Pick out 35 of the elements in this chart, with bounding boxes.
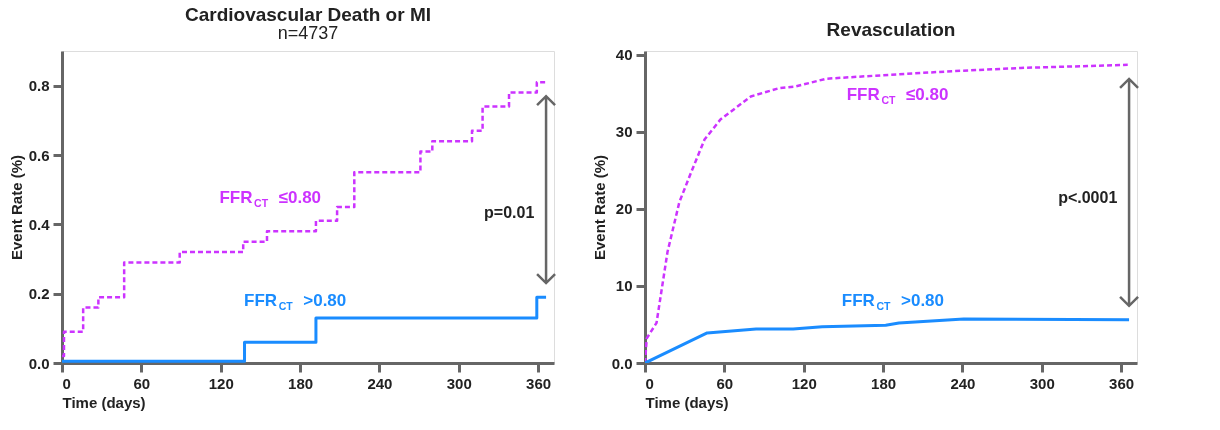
x-tick-label: 300 [1029,374,1055,392]
y-tick-label: 0.2 [28,285,50,303]
annotation: p=0.01 [484,204,535,222]
x-tick-label: 0 [645,374,654,392]
x-axis-title: Time (days) [645,393,729,411]
x-tick-label: 300 [446,374,472,392]
x-tick-label: 0 [62,374,71,392]
y-tick-label: 30 [615,123,633,141]
y-tick-label: 10 [615,277,633,295]
line-series [645,317,1131,363]
x-axis-title: Time (days) [62,393,146,411]
x-tick-label: 180 [288,374,314,392]
x-tick-label: 360 [526,374,552,392]
y-tick-label: 0.4 [28,215,51,233]
y-tick-label: 40 [615,46,633,64]
x-tick-label: 60 [716,374,734,392]
x-tick-label: 240 [367,374,393,392]
y-tick-label: 0.6 [28,146,50,164]
y-tick-label: 0.8 [28,77,50,95]
x-tick-label: 60 [133,374,151,392]
x-tick-label: 120 [208,374,234,392]
x-tick-label: 120 [791,374,817,392]
chart-title: Cardiovascular Death or MI [184,4,432,25]
x-tick-label: 180 [871,374,897,392]
chart-subtitle: n=4737 [277,23,339,43]
chart-title: Revasculation [826,18,956,40]
y-axis-title: Event Rate (%) [7,154,25,261]
x-tick-label: 360 [1109,374,1135,392]
annotation: p<.0001 [1058,188,1118,206]
x-tick-label: 240 [950,374,976,392]
y-tick-label: 20 [615,200,633,218]
y-axis-title: Event Rate (%) [590,154,608,261]
y-tick-label: 0.0 [28,354,50,372]
y-tick-label: 0.0 [611,354,633,372]
line-series [645,63,1129,363]
